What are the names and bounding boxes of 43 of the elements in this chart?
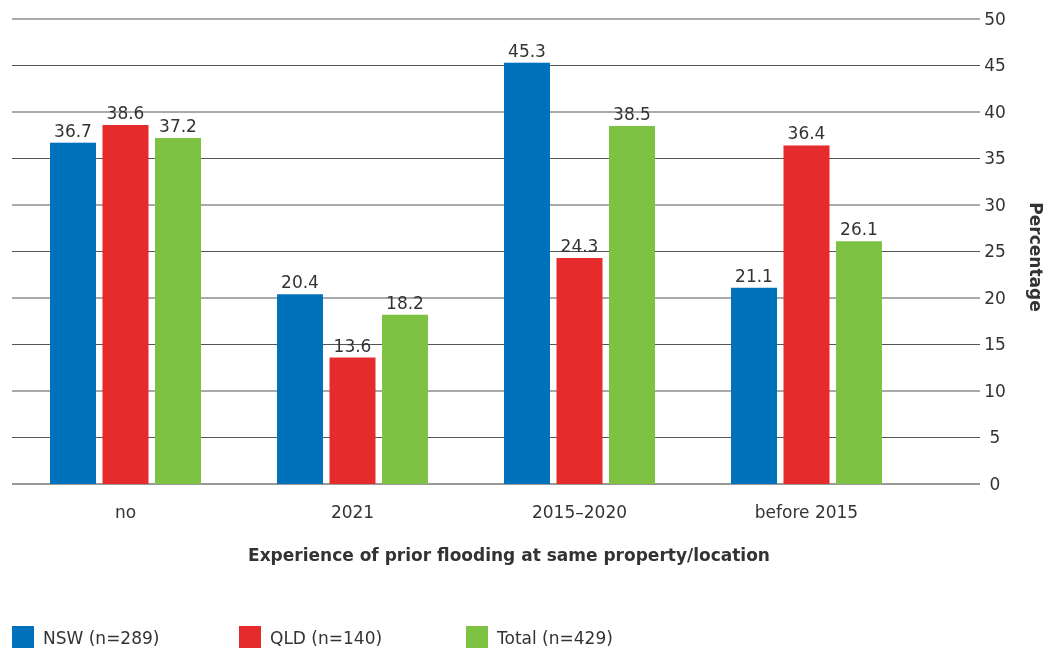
data-label: 36.4 (787, 123, 826, 144)
data-label: 21.1 (735, 265, 773, 286)
bar (731, 287, 777, 484)
y-tick-label: 40 (984, 101, 1006, 122)
x-tick-label: before 2015 (754, 502, 859, 523)
y-tick-label: 20 (984, 287, 1006, 308)
bar (556, 258, 603, 484)
x-tick-label: no (114, 502, 137, 523)
x-axis-title: Experience of prior flooding at same property/location (248, 545, 770, 565)
legend-label: NSW (n=289) (43, 628, 160, 648)
x-tick-label: 2015–2020 (531, 502, 628, 523)
y-tick-label: 0 (989, 473, 1001, 494)
bar (382, 314, 428, 484)
data-label: 36.7 (54, 120, 92, 141)
y-tick-label: 30 (984, 194, 1006, 215)
bar (504, 62, 550, 484)
y-tick-label: 45 (984, 55, 1006, 76)
bar (609, 125, 655, 484)
bar (277, 294, 323, 484)
y-tick-label: 5 (989, 427, 1001, 448)
bar (155, 138, 201, 484)
data-label: 37.2 (159, 116, 197, 137)
y-tick-label: 50 (984, 8, 1006, 29)
bar (836, 241, 882, 484)
x-tick-label: 2021 (330, 502, 375, 523)
data-label: 26.1 (840, 219, 878, 240)
y-tick-label: 25 (984, 241, 1006, 262)
bar (50, 142, 96, 484)
y-tick-label: 35 (984, 148, 1006, 169)
bar (783, 145, 830, 484)
y-axis-title: Percentage (1026, 202, 1046, 312)
data-label: 20.4 (281, 272, 319, 293)
bar (329, 357, 376, 484)
data-label: 38.5 (613, 103, 651, 124)
y-tick-label: 10 (984, 380, 1006, 401)
data-label: 24.3 (560, 236, 599, 257)
data-label: 45.3 (508, 40, 546, 61)
data-label: 38.6 (106, 103, 145, 124)
bar (102, 125, 149, 484)
legend-label: Total (n=429) (496, 628, 613, 648)
y-tick-label: 15 (984, 334, 1006, 355)
data-label: 18.2 (386, 292, 424, 313)
legend-label: QLD (n=140) (270, 628, 383, 648)
